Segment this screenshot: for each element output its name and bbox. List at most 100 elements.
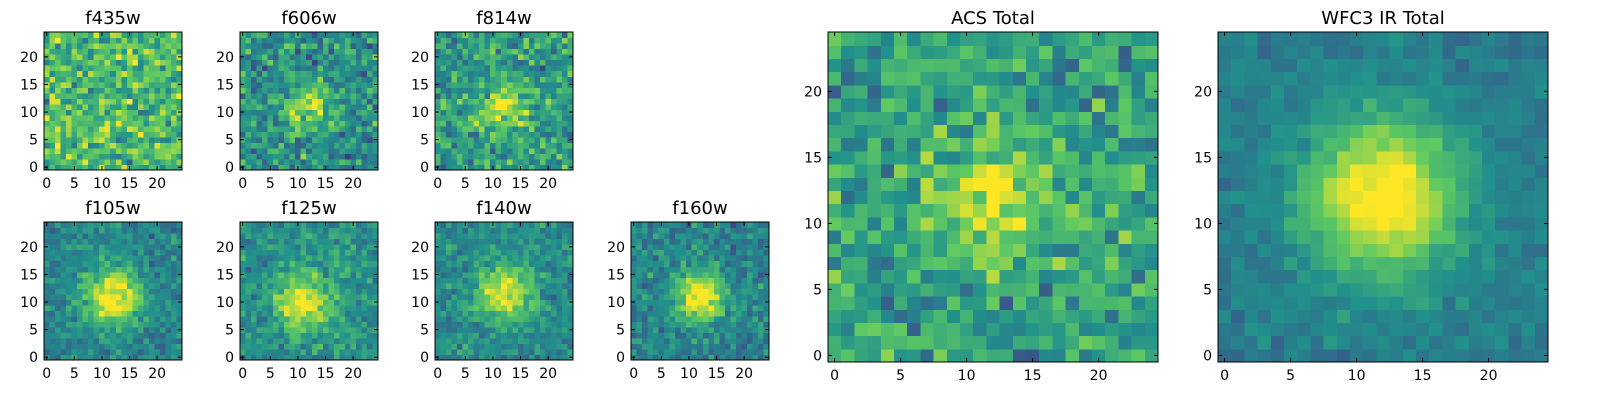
- heatmap-cell: [350, 293, 357, 300]
- heatmap-cell: [730, 271, 737, 278]
- heatmap-cell: [556, 114, 563, 121]
- heatmap-cell: [473, 131, 480, 138]
- heatmap-cell: [523, 158, 530, 166]
- heatmap-cell: [523, 321, 530, 328]
- heatmap-cell: [311, 158, 318, 166]
- y-tick-label: 0: [225, 350, 234, 366]
- heatmap-cell: [71, 304, 78, 311]
- heatmap-cell: [317, 326, 324, 333]
- heatmap-cell: [986, 282, 1001, 297]
- heatmap-cell: [267, 260, 274, 267]
- heatmap-cell: [435, 120, 442, 127]
- heatmap-cell: [440, 76, 447, 83]
- heatmap-cell: [528, 348, 535, 356]
- heatmap-cell: [484, 164, 491, 171]
- heatmap-cell: [273, 109, 280, 116]
- heatmap-cell: [669, 326, 676, 333]
- heatmap-cell: [495, 271, 502, 278]
- heatmap-cell: [240, 59, 247, 66]
- heatmap-cell: [159, 288, 167, 295]
- heatmap-cell: [121, 249, 128, 256]
- heatmap-cell: [735, 310, 742, 317]
- heatmap-cell: [159, 293, 167, 300]
- heatmap-cell: [517, 244, 524, 251]
- heatmap-cell: [251, 249, 258, 256]
- heatmap-cell: [462, 76, 469, 83]
- heatmap-cell: [642, 249, 649, 256]
- heatmap-cell: [44, 125, 51, 132]
- heatmap-cell: [350, 81, 357, 88]
- heatmap-cell: [501, 147, 508, 155]
- heatmap-cell: [55, 70, 62, 77]
- heatmap-cell: [735, 315, 742, 322]
- heatmap-cell: [435, 158, 442, 166]
- heatmap-cell: [121, 43, 128, 50]
- heatmap-cell: [300, 326, 307, 333]
- heatmap-cell: [556, 98, 563, 105]
- heatmap-cell: [333, 271, 340, 278]
- heatmap-cell: [468, 343, 475, 350]
- heatmap-cell: [126, 293, 133, 300]
- heatmap-cell: [137, 304, 144, 311]
- heatmap-cell: [88, 288, 95, 295]
- heatmap-cell: [143, 260, 150, 267]
- heatmap-cell: [49, 37, 56, 44]
- heatmap-cell: [317, 87, 324, 94]
- heatmap-cell: [680, 260, 687, 267]
- heatmap-cell: [267, 238, 274, 245]
- heatmap-cell: [719, 255, 726, 262]
- heatmap-cell: [642, 343, 649, 350]
- heatmap-cell: [333, 293, 340, 300]
- x-tick-label: 15: [121, 366, 139, 382]
- heatmap-cell: [344, 233, 351, 240]
- heatmap-cell: [658, 288, 665, 295]
- heatmap-cell: [333, 277, 340, 284]
- heatmap-cell: [333, 142, 340, 149]
- heatmap-cell: [664, 233, 671, 240]
- heatmap-cell: [479, 260, 486, 267]
- heatmap-cell: [691, 266, 698, 273]
- heatmap-cell: [757, 315, 765, 322]
- heatmap-cell: [44, 98, 51, 105]
- heatmap-cell: [366, 81, 374, 88]
- heatmap-cell: [328, 32, 335, 39]
- heatmap-cell: [1092, 230, 1106, 244]
- heatmap-cell: [473, 32, 480, 39]
- heatmap-cell: [828, 269, 842, 284]
- heatmap-cell: [121, 260, 128, 267]
- heatmap-cell: [66, 109, 73, 116]
- heatmap-cell: [333, 147, 340, 155]
- heatmap-cell: [115, 65, 122, 72]
- heatmap-cell: [490, 343, 497, 350]
- heatmap-cell: [137, 164, 144, 171]
- heatmap-cell: [71, 109, 78, 116]
- heatmap-cell: [322, 326, 329, 333]
- heatmap-cell: [933, 243, 948, 257]
- heatmap-cell: [907, 335, 921, 350]
- heatmap-cell: [647, 326, 654, 333]
- heatmap-cell: [121, 266, 128, 273]
- heatmap-cell: [240, 282, 247, 289]
- heatmap-cell: [512, 164, 519, 171]
- heatmap-cell: [691, 249, 698, 256]
- heatmap-cell: [154, 348, 161, 356]
- heatmap-cell: [322, 92, 329, 99]
- heatmap-cell: [550, 120, 558, 127]
- heatmap-cell: [132, 81, 139, 88]
- heatmap-cell: [561, 321, 569, 328]
- heatmap-cell: [752, 304, 759, 311]
- heatmap-cell: [159, 238, 167, 245]
- heatmap-cell: [361, 222, 368, 229]
- heatmap-cell: [462, 266, 469, 273]
- heatmap-cell: [137, 288, 144, 295]
- heatmap-cell: [251, 136, 258, 143]
- heatmap-cell: [115, 326, 122, 333]
- heatmap-cell: [457, 343, 464, 350]
- heatmap-cell: [256, 136, 263, 143]
- heatmap-cell: [506, 304, 513, 311]
- heatmap-cell: [104, 54, 111, 61]
- heatmap-cell: [702, 238, 709, 245]
- heatmap-cell: [1078, 203, 1093, 218]
- heatmap-cell: [631, 293, 638, 300]
- heatmap-cell: [355, 153, 363, 160]
